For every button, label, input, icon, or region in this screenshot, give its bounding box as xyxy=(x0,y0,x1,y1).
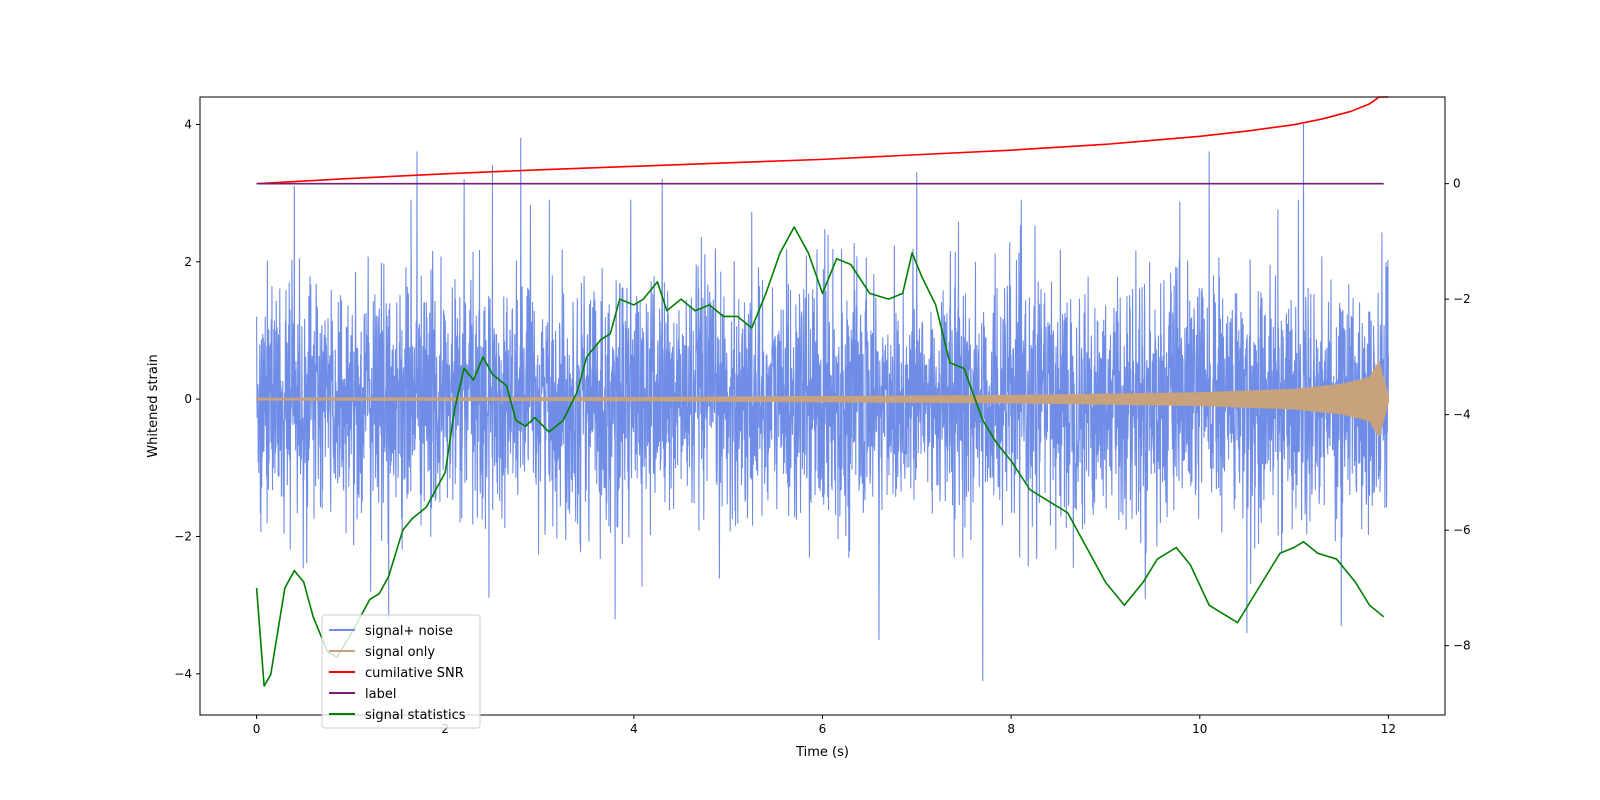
legend: signal+ noise signal only cumilative SNR la… xyxy=(321,614,481,729)
y-tick-label-right: 0 xyxy=(1453,177,1461,191)
legend-box xyxy=(321,614,481,729)
x-axis: 0 2 4 6 8 10 12 xyxy=(253,715,1396,736)
series-line-signal-noise xyxy=(256,123,1389,682)
x-tick-label: 6 xyxy=(819,722,827,736)
x-tick-label: 10 xyxy=(1192,722,1207,736)
legend-label-cumilative-snr: cumilative SNR xyxy=(365,666,464,681)
y-tick-label-left: 0 xyxy=(184,392,192,406)
y-tick-label-left: 4 xyxy=(184,117,192,131)
y-tick-label-left: −2 xyxy=(174,529,192,543)
series-line-signal-statistics xyxy=(255,226,1385,687)
y-axis-left: −4 −2 0 2 4 xyxy=(174,117,200,681)
y-axis-label-left: Whitened strain xyxy=(146,354,161,457)
x-tick-label: 0 xyxy=(253,722,261,736)
legend-label-signal-noise: signal+ noise xyxy=(365,624,453,639)
x-tick-label: 8 xyxy=(1007,722,1015,736)
y-tick-label-right: −4 xyxy=(1453,408,1471,422)
y-tick-label-right: −8 xyxy=(1453,639,1471,653)
x-tick-label: 12 xyxy=(1381,722,1396,736)
legend-label-signal-only: signal only xyxy=(365,645,435,660)
series-line-signal-only xyxy=(255,361,1390,437)
x-tick-label: 2 xyxy=(441,722,449,736)
y-tick-label-right: −6 xyxy=(1453,523,1471,537)
y-axis-right: −8 −6 −4 −2 0 xyxy=(1445,177,1471,653)
legend-label-signal-statistics: signal statistics xyxy=(365,708,466,723)
y-tick-label-right: −2 xyxy=(1453,292,1471,306)
series-layer xyxy=(255,96,1390,687)
legend-label-label: label xyxy=(365,687,396,702)
y-tick-label-left: 2 xyxy=(184,255,192,269)
series-line-cumilative-snr xyxy=(256,96,1389,185)
y-tick-label-left: −4 xyxy=(174,667,192,681)
x-axis-label: Time (s) xyxy=(795,745,849,760)
x-tick-label: 4 xyxy=(630,722,638,736)
